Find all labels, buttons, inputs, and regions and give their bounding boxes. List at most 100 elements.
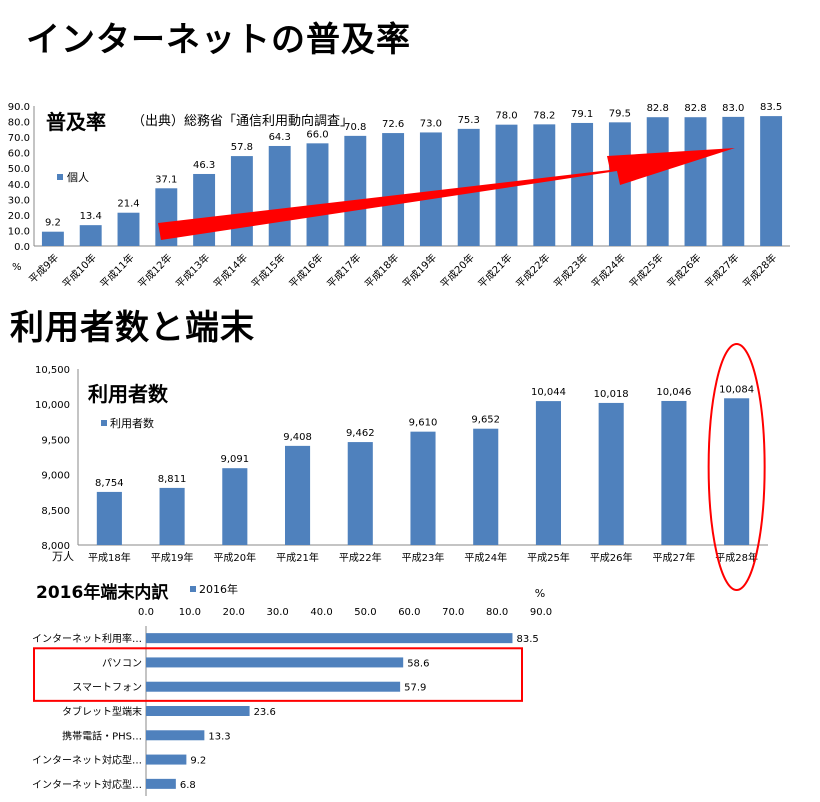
chart1-data-label: 57.8	[231, 142, 253, 153]
chart1-penetration-bar-chart: 0.0 10.0 20.0 30.0 40.0 50.0 60.0 70.0 80.0 90.0%…	[8, 102, 790, 290]
chart1-data-label: 9.2	[45, 218, 61, 229]
chart2-y-tick-label: 10,000	[35, 400, 70, 411]
chart2-data-label: 8,754	[95, 478, 124, 489]
chart3-category-label: パソコン	[102, 657, 142, 669]
chart1-data-label: 75.3	[458, 115, 480, 126]
chart3-legend-label: 2016年	[199, 582, 238, 596]
chart3-data-label: 83.5	[516, 634, 538, 645]
chart2-bar	[410, 431, 436, 545]
chart3-x-tick-label: 10.0	[179, 607, 201, 618]
chart2-x-tick-label: 平成28年	[715, 551, 758, 564]
chart3-data-label: 6.8	[180, 780, 196, 791]
page-title-penetration: インターネットの普及率	[26, 20, 411, 60]
chart2-data-label: 9,652	[471, 415, 500, 426]
chart2-y-tick-label: 9,500	[41, 435, 70, 446]
chart1-bar	[344, 135, 367, 246]
chart2-x-tick-label: 平成24年	[464, 551, 507, 564]
chart1-title: 普及率	[46, 110, 106, 134]
chart3-category-label: 携帯電話・PHS…	[62, 729, 142, 742]
chart3-category-label: インターネット対応型…	[32, 778, 142, 791]
chart3-x-tick-label: 50.0	[354, 607, 376, 618]
chart2-x-tick-label: 平成22年	[339, 551, 382, 564]
chart1-legend-label: 個人	[67, 171, 89, 184]
chart2-x-tick-label: 平成23年	[402, 551, 445, 564]
chart3-bar	[146, 706, 250, 716]
chart2-y-tick-label: 9,000	[41, 471, 70, 482]
chart1-data-label: 78.2	[533, 110, 555, 121]
chart2-bar	[285, 445, 311, 545]
chart1-data-label: 70.8	[344, 122, 366, 133]
chart3-highlight-box	[33, 647, 523, 702]
chart1-bar	[684, 117, 707, 246]
chart2-y-tick-label: 10,500	[35, 365, 70, 376]
chart1-bar	[571, 122, 594, 246]
chart2-data-label: 9,610	[409, 418, 438, 429]
chart3-x-tick-label: 60.0	[398, 607, 420, 618]
chart3-data-label: 57.9	[404, 683, 426, 694]
chart1-data-label: 72.6	[382, 119, 404, 130]
chart3-bar	[146, 681, 401, 692]
chart2-x-tick-label: 平成19年	[151, 551, 194, 564]
chart1-bar	[533, 124, 556, 246]
chart1-bar	[382, 133, 405, 246]
chart1-data-label: 78.0	[495, 111, 517, 122]
chart3-category-label: タブレット型端末	[62, 705, 142, 718]
chart1-y-tick-label: 30.0	[8, 195, 30, 206]
chart2-bar	[598, 402, 624, 545]
chart2-x-tick-label: 平成20年	[213, 551, 256, 564]
chart1-y-tick-label: 0.0	[14, 242, 30, 253]
chart2-bar	[159, 487, 185, 545]
chart3-unit-label: %	[535, 587, 545, 600]
chart1-y-unit-label: %	[12, 262, 22, 273]
chart2-y-unit-label: 万人	[52, 550, 74, 563]
chart2-bar	[347, 442, 373, 545]
chart2-bar	[222, 468, 248, 545]
chart2-bar	[473, 428, 499, 545]
chart1-bar	[41, 231, 64, 246]
chart3-data-label: 58.6	[407, 658, 429, 669]
chart2-data-label: 9,408	[283, 432, 312, 443]
chart1-data-label: 83.0	[722, 103, 744, 114]
chart2-data-label: 8,811	[158, 474, 187, 485]
chart2-highlight-ellipse	[707, 343, 766, 591]
chart2-legend-swatch	[101, 420, 107, 426]
chart1-data-label: 21.4	[117, 199, 139, 210]
chart1-data-label: 82.8	[647, 103, 669, 114]
chart1-data-label: 83.5	[760, 102, 782, 113]
chart2-y-tick-label: 8,000	[41, 541, 70, 552]
chart2-data-label: 10,018	[594, 389, 629, 400]
chart3-bar	[146, 633, 513, 644]
chart1-data-label: 73.0	[420, 118, 442, 129]
chart1-trend-arrow	[158, 148, 735, 240]
page-title-users-devices: 利用者数と端末	[10, 308, 255, 348]
chart3-x-tick-label: 20.0	[223, 607, 245, 618]
chart3-x-tick-label: 40.0	[310, 607, 332, 618]
chart1-y-tick-label: 90.0	[8, 102, 30, 113]
chart1-y-tick-label: 40.0	[8, 180, 30, 191]
chart1-data-label: 82.8	[684, 103, 706, 114]
chart3-data-label: 13.3	[208, 731, 230, 742]
chart2-bar	[535, 401, 561, 545]
chart1-bar	[117, 212, 140, 246]
chart3-legend-swatch	[190, 586, 196, 592]
chart2-data-label: 9,091	[220, 454, 249, 465]
chart1-data-label: 46.3	[193, 160, 215, 171]
chart1-data-label: 79.1	[571, 109, 593, 120]
chart1-y-tick-label: 60.0	[8, 149, 30, 160]
chart3-x-tick-label: 70.0	[442, 607, 464, 618]
chart3-bar	[146, 730, 205, 741]
chart1-y-tick-label: 70.0	[8, 133, 30, 144]
chart3-x-tick-label: 90.0	[530, 607, 552, 618]
chart1-source: （出典）総務省「通信利用動向調査」	[132, 114, 354, 129]
chart2-y-tick-label: 8,500	[41, 506, 70, 517]
chart2-bar	[661, 400, 687, 545]
chart3-category-label: スマートフォン	[72, 683, 142, 694]
chart1-data-label: 79.5	[609, 108, 631, 119]
chart3-bar	[146, 778, 176, 789]
chart2-x-tick-label: 平成27年	[653, 551, 696, 564]
chart1-y-tick-label: 80.0	[8, 118, 30, 129]
chart1-data-label: 37.1	[155, 174, 177, 185]
chart1-data-label: 64.3	[269, 132, 291, 143]
chart2-title: 利用者数	[88, 382, 168, 406]
